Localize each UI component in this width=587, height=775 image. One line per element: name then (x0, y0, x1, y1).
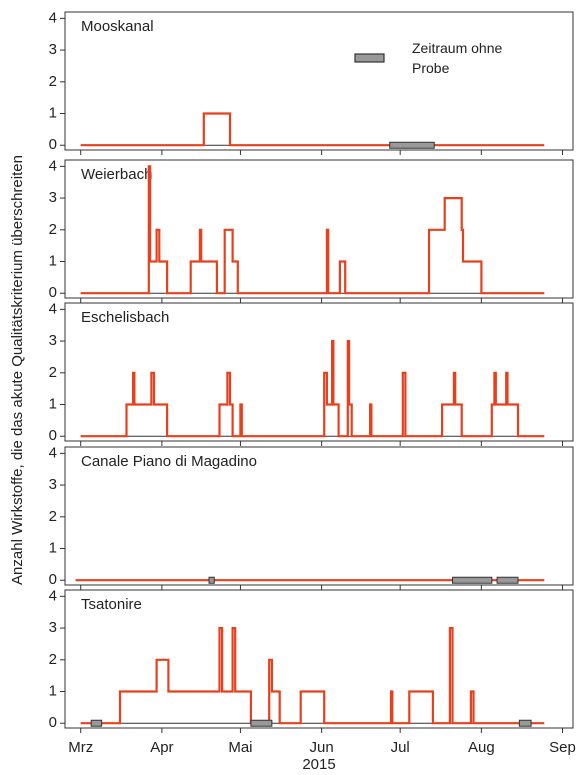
no-sample-period (250, 719, 273, 727)
y-tick-label: 3 (49, 41, 57, 58)
y-tick-label: 3 (49, 476, 57, 493)
y-tick-label: 2 (49, 508, 57, 525)
no-sample-period (90, 719, 103, 727)
y-tick-label: 4 (49, 9, 57, 26)
y-tick-label: 3 (49, 619, 57, 636)
x-tick-label: Apr (150, 739, 173, 756)
y-tick-label: 0 (49, 427, 57, 444)
y-tick-label: 0 (49, 136, 57, 153)
y-tick-label: 4 (49, 300, 57, 317)
y-tick-label: 2 (49, 364, 57, 381)
panel-frame (64, 446, 574, 586)
panel-frame (64, 159, 574, 299)
no-sample-period (208, 576, 215, 584)
series-line (80, 340, 545, 438)
y-tick-label: 2 (49, 221, 57, 238)
series-line (80, 112, 545, 147)
x-tick-label: Mai (228, 739, 252, 756)
x-axis-label: 2015 (302, 756, 335, 773)
legend-swatch (354, 53, 385, 63)
x-tick-label: Sep (549, 739, 576, 756)
y-tick-label: 0 (49, 571, 57, 588)
y-tick-label: 0 (49, 284, 57, 301)
series-line (80, 627, 545, 725)
panel-title: Canale Piano di Magadino (81, 453, 257, 470)
y-tick-label: 2 (49, 73, 57, 90)
x-tick-label: Jul (391, 739, 410, 756)
no-sample-period (452, 576, 493, 584)
y-tick-label: 4 (49, 444, 57, 461)
y-tick-label: 3 (49, 189, 57, 206)
y-tick-label: 2 (49, 651, 57, 668)
panel-title: Mooskanal (81, 18, 154, 35)
panel-title: Tsatonire (81, 596, 142, 613)
y-tick-label: 4 (49, 587, 57, 604)
y-tick-label: 1 (49, 252, 57, 269)
no-sample-period (518, 719, 532, 727)
panel-frame (64, 589, 574, 729)
x-tick-label: Aug (468, 739, 495, 756)
y-axis-label: Anzahl Wirkstoffe, die das akute Qualitä… (9, 155, 26, 585)
y-tick-label: 1 (49, 539, 57, 556)
series-line (80, 165, 545, 295)
no-sample-period (389, 141, 435, 149)
panel-title: Eschelisbach (81, 309, 169, 326)
panel-frame (64, 11, 574, 151)
panel-title: Weierbach (81, 166, 152, 183)
y-tick-label: 0 (49, 714, 57, 731)
y-tick-label: 4 (49, 157, 57, 174)
y-tick-label: 1 (49, 395, 57, 412)
x-tick-label: Jun (310, 739, 334, 756)
y-tick-label: 1 (49, 682, 57, 699)
y-tick-label: 1 (49, 104, 57, 121)
legend-label: Zeitraum ohne Probe (412, 40, 503, 76)
no-sample-period (496, 576, 519, 584)
x-tick-label: Mrz (68, 739, 93, 756)
y-tick-label: 3 (49, 332, 57, 349)
panel-frame (64, 302, 574, 442)
